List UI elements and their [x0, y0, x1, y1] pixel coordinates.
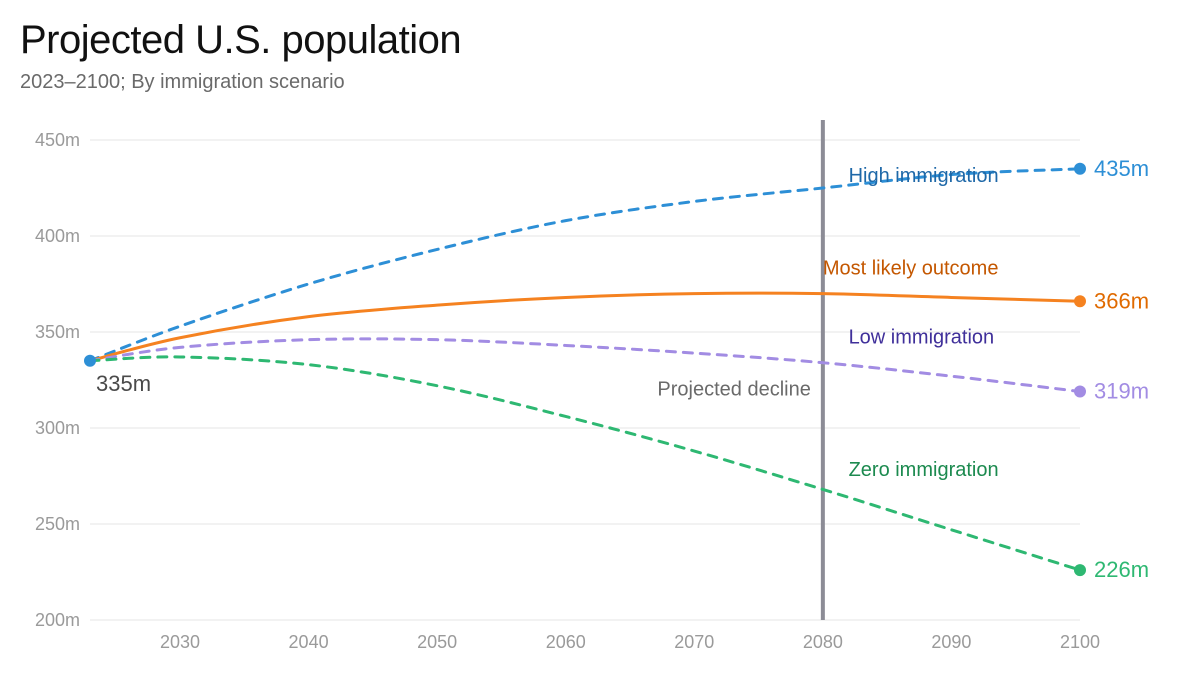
x-tick-label: 2030	[160, 632, 200, 652]
y-tick-label: 200m	[35, 610, 80, 630]
chart-title: Projected U.S. population	[20, 18, 1180, 63]
series-end-marker	[1074, 295, 1086, 307]
x-tick-label: 2080	[803, 632, 843, 652]
x-tick-label: 2050	[417, 632, 457, 652]
plot-area: 200m 250m 300m 350m 400m 450m 2030 2040 2050 2060…	[20, 120, 1180, 660]
start-marker	[84, 355, 96, 367]
y-tick-label: 250m	[35, 514, 80, 534]
y-tick-label: 300m	[35, 418, 80, 438]
x-tick-label: 2060	[546, 632, 586, 652]
series-name-label: High immigration	[849, 165, 999, 187]
series-end-marker	[1074, 163, 1086, 175]
x-tick-label: 2090	[931, 632, 971, 652]
x-tick-label: 2100	[1060, 632, 1100, 652]
chart-subtitle: 2023–2100; By immigration scenario	[20, 71, 1180, 94]
chart-container: Projected U.S. population 2023–2100; By …	[0, 0, 1200, 675]
series-name-label: Low immigration	[849, 327, 995, 349]
series-end-label: 226m	[1094, 557, 1149, 582]
x-tick-label: 2040	[289, 632, 329, 652]
series-end-label: 319m	[1094, 379, 1149, 404]
series-name-label: Most likely outcome	[823, 257, 999, 279]
series-end-marker	[1074, 564, 1086, 576]
series-end-label: 366m	[1094, 288, 1149, 313]
reference-line-label: Projected decline	[657, 379, 810, 401]
x-tick-label: 2070	[674, 632, 714, 652]
y-tick-label: 450m	[35, 130, 80, 150]
series-end-label: 435m	[1094, 156, 1149, 181]
series-name-label: Zero immigration	[849, 459, 999, 481]
start-label: 335m	[96, 371, 151, 396]
y-tick-label: 350m	[35, 322, 80, 342]
series-end-marker	[1074, 386, 1086, 398]
chart-svg: 200m 250m 300m 350m 400m 450m 2030 2040 2050 2060…	[20, 120, 1180, 660]
y-tick-label: 400m	[35, 226, 80, 246]
